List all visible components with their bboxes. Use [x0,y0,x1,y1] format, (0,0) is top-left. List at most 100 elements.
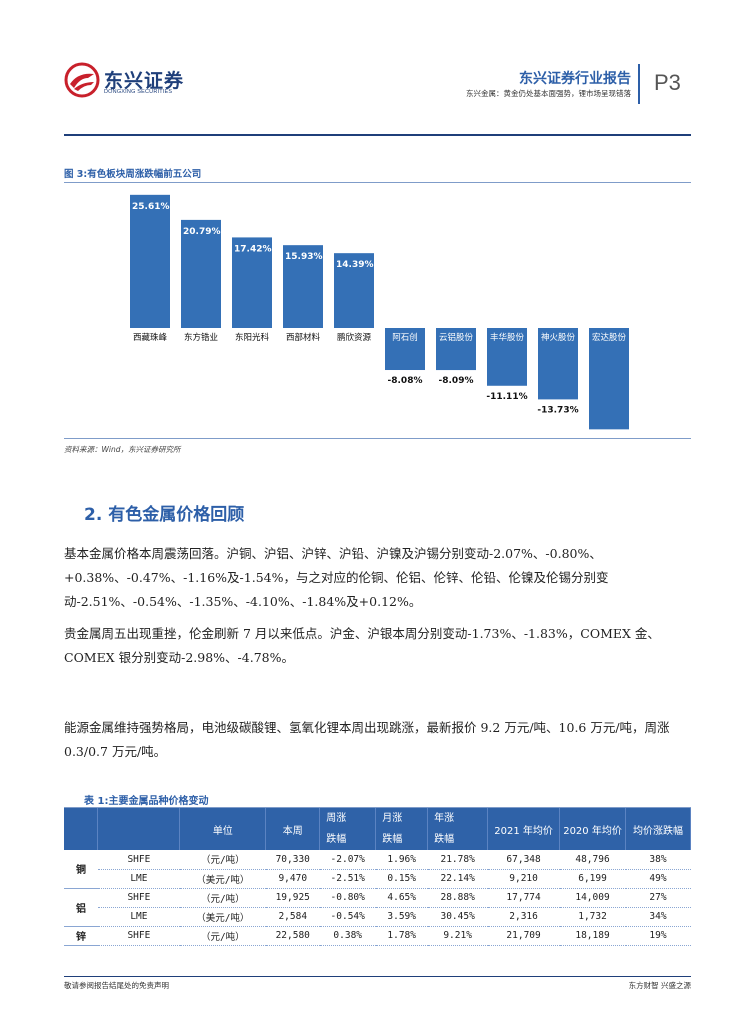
value-label-9: -13.73% [537,405,578,415]
value-label-4: 15.93% [285,252,323,262]
logo-mark-icon [64,62,100,98]
report-subtitle: 东兴金属：黄金仍处基本面强势，锂市场呈现错落 [466,89,631,98]
logo-text-en: DONGXING SECURITIES [104,89,173,95]
figure-rule-top [64,182,691,183]
footer-slogan: 东方财智 兴盛之源 [628,981,691,990]
cell-avg-2021: 17,774 [487,888,560,908]
logo-text-cn: 东兴证券 [104,70,185,92]
paragraph-precious-metals: 贵金属周五出现重挫，伦金刷新 7 月以来低点。沪金、沪银本周分别变动-1.73%… [64,626,660,665]
header-week-change: 周涨 跌幅 [319,808,377,850]
metal-aluminum: 铝 [64,888,98,927]
cell-avg-2021: 21,709 [487,926,560,946]
cell-exchange: SHFE [97,888,180,908]
category-label-4: 西部材料 [286,332,321,343]
bar-5 [334,253,374,328]
cell-week: 22,580 [265,926,320,946]
cell-year-change: 28.88% [427,888,488,908]
header-rule [64,134,691,136]
value-label-1: 25.61% [132,202,170,212]
cell-avg-change: 19% [625,926,691,946]
header-avg-change: 均价涨跌幅 [625,808,691,850]
header-year-change-line1: 年涨 [434,813,455,824]
table-header-row: 单位 本周 周涨 跌幅 月涨 跌幅 年涨 跌幅 2021 年均价 2020 年均价 均… [64,808,691,850]
cell-unit: （元/吨） [179,888,266,908]
table-rule [64,807,691,808]
cell-month-change: 3.59% [375,907,428,927]
header-unit: 单位 [179,808,267,850]
table-title: 表 1:主要金属品种价格变动 [84,796,209,807]
table-row: LME （美元/吨） 9,470 -2.51% 0.15% 22.14% 9,2… [64,869,691,889]
cell-week: 2,584 [265,907,320,927]
cell-week-change: 0.38% [319,926,376,946]
table-row: 锌 SHFE （元/吨） 22,580 0.38% 1.78% 9.21% 21… [64,926,691,946]
cell-unit: （美元/吨） [179,907,266,927]
category-label-9: 神火股份 [541,332,576,343]
category-label-8: 丰华股份 [490,332,525,343]
cell-avg-2020: 48,796 [559,850,626,870]
cell-month-change: 1.78% [375,926,428,946]
cell-week-change: -0.80% [319,888,376,908]
header-year-change-line2: 跌幅 [434,834,455,845]
paragraph-energy-metals: 能源金属维持强势格局，电池级碳酸锂、氢氧化锂本周出现跳涨，最新报价 9.2 万元… [64,720,670,759]
header-exchange [97,808,181,850]
cell-exchange: SHFE [97,926,180,946]
footer-rule [64,976,691,977]
cell-year-change: 9.21% [427,926,488,946]
page-number: P3 [654,70,681,95]
bar-3 [232,237,272,328]
cell-avg-2021: 2,316 [487,907,560,927]
price-table: 单位 本周 周涨 跌幅 月涨 跌幅 年涨 跌幅 2021 年均价 2020 年均价 均… [64,808,691,946]
cell-avg-2020: 18,189 [559,926,626,946]
cell-year-change: 30.45% [427,907,488,927]
bar-10 [589,328,629,430]
footer-disclaimer: 敬请参阅报告结尾处的免责声明 [64,981,169,990]
cell-avg-2021: 9,210 [487,869,560,889]
value-label-2: 20.79% [183,227,221,237]
table-row: LME （美元/吨） 2,584 -0.54% 3.59% 30.45% 2,3… [64,907,691,927]
header-year-change: 年涨 跌幅 [427,808,489,850]
header-avg-2020: 2020 年均价 [559,808,626,850]
cell-year-change: 22.14% [427,869,488,889]
header-avg-2021: 2021 年均价 [487,808,561,850]
figure-rule-bottom [64,438,691,439]
cell-week: 19,925 [265,888,320,908]
header-month-change-line1: 月涨 [382,813,403,824]
cell-exchange: LME [97,907,180,927]
cell-exchange: LME [97,869,180,889]
cell-week: 70,330 [265,850,320,870]
header-month-change-line2: 跌幅 [382,834,403,845]
cell-unit: （元/吨） [179,926,266,946]
cell-avg-2021: 67,348 [487,850,560,870]
bar-8 [487,328,527,386]
report-type: 东兴证券行业报告 [519,71,631,87]
header-week-change-line2: 跌幅 [326,834,347,845]
metal-zinc: 锌 [64,926,98,946]
bar-6 [385,328,425,371]
cell-unit: （元/吨） [179,850,266,870]
cell-year-change: 21.78% [427,850,488,870]
cell-avg-change: 49% [625,869,691,889]
category-label-1: 西藏珠峰 [133,332,168,343]
value-label-7: -8.09% [439,376,474,386]
bar-2 [181,219,221,328]
cell-exchange: SHFE [97,850,180,870]
cell-unit: （美元/吨） [179,869,266,889]
header-month-change: 月涨 跌幅 [375,808,429,850]
cell-month-change: 4.65% [375,888,428,908]
bar-4 [283,245,323,328]
header-week-change-line1: 周涨 [326,813,347,824]
paragraph-base-metals: 基本金属价格本周震荡回落。沪铜、沪铝、沪锌、沪铅、沪镍及沪锡分别变动-2.07%… [64,546,609,609]
category-label-2: 东方锆业 [184,332,218,343]
table-row: 铜 SHFE （元/吨） 70,330 -2.07% 1.96% 21.78% … [64,850,691,889]
category-label-5: 鹏欣资源 [337,332,372,343]
company-logo: 东兴证券 DONGXING SECURITIES [64,62,194,104]
category-label-10: 宏达股份 [592,332,627,343]
category-label-7: 云铝股份 [439,332,474,343]
value-label-6: -8.08% [388,376,423,386]
cell-avg-change: 27% [625,888,691,908]
cell-avg-2020: 1,732 [559,907,626,927]
cell-month-change: 1.96% [375,850,428,870]
bar-chart: 25.61% 西藏珠峰 20.79% 东方锆业 17.42% 东阳光科 15.93% 西部材料… [130,194,630,436]
bar-7 [436,328,476,371]
category-label-6: 阿石创 [392,332,418,343]
